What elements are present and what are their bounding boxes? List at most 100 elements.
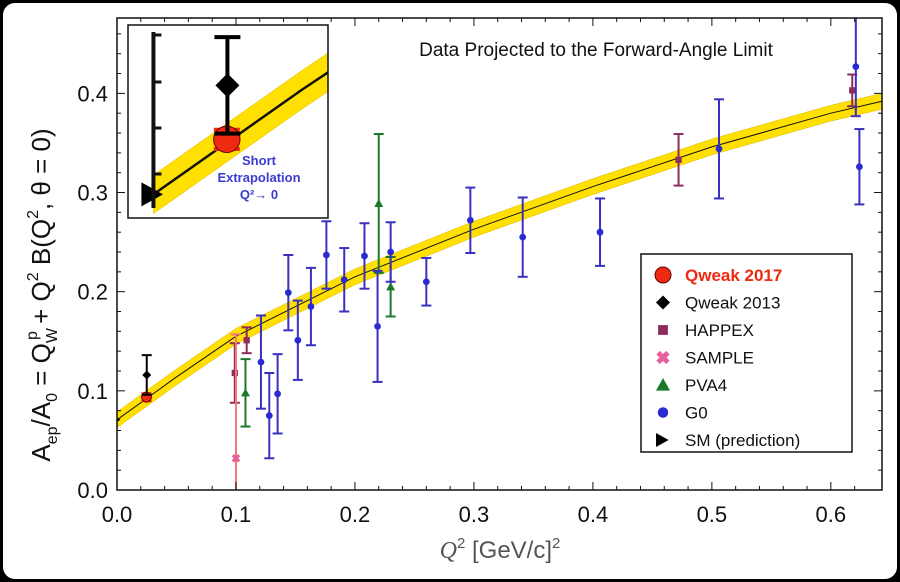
data-point-g0 [372, 269, 383, 383]
marker [544, 122, 562, 140]
marker [519, 233, 527, 241]
y-tick-label: 0.0 [77, 478, 108, 503]
marker [294, 336, 302, 344]
x-tick-label: 0.1 [221, 502, 252, 527]
marker [340, 276, 348, 284]
x-tick-label: 0.0 [102, 502, 133, 527]
data-point-happex [241, 326, 252, 355]
legend-item-qweak-2017: Qweak 2017 [654, 266, 782, 285]
data-point-g0 [623, 0, 649, 13]
y-tick-label: 0.3 [77, 181, 108, 206]
marker [265, 412, 273, 420]
legend-item-sm-prediction-: SM (prediction) [656, 431, 800, 450]
data-point-qweak-2013 [214, 35, 241, 136]
data-point-g0 [421, 256, 432, 307]
marker [715, 145, 723, 153]
legend-marker [656, 378, 670, 391]
x-tick-label: 0.4 [578, 502, 609, 527]
marker [422, 278, 430, 286]
legend-item-g0: G0 [657, 404, 708, 423]
data-point-g0 [321, 220, 332, 290]
y-tick-label: 0.1 [77, 379, 108, 404]
data-point-g0 [305, 266, 316, 347]
marker [307, 303, 315, 310]
marker [596, 228, 604, 236]
legend-label: PVA4 [685, 376, 727, 395]
data-point-g0 [850, 18, 861, 118]
marker [257, 358, 265, 366]
marker [675, 156, 682, 163]
marker [849, 87, 856, 94]
legend-label: G0 [685, 404, 708, 423]
marker [468, 0, 485, 9]
marker [374, 323, 381, 330]
inset-annotation-line: Q²→ 0 [240, 187, 278, 202]
marker [323, 251, 330, 259]
marker [438, 72, 455, 89]
marker [142, 370, 152, 380]
x-tick-label: 0.2 [340, 502, 371, 527]
data-point-happex [433, 8, 459, 153]
x-tick-label: 0.6 [816, 502, 847, 527]
data-point-pva4 [460, 47, 486, 211]
marker [231, 454, 241, 463]
marker [117, 417, 121, 422]
marker [594, 0, 612, 10]
data-point-g0 [359, 222, 370, 290]
legend-label: Qweak 2017 [685, 266, 782, 285]
y-tick-labels: 0.0 0.1 0.2 0.3 0.4 [77, 81, 108, 503]
marker [441, 280, 458, 297]
plot-area [141, 0, 649, 582]
data-point-g0 [854, 128, 865, 206]
marker [852, 63, 860, 70]
data-point-g0 [385, 221, 396, 283]
x-axis-label: Q2 [GeV/c]2 [440, 535, 561, 564]
data-point-g0 [339, 247, 350, 313]
legend-marker [656, 350, 670, 365]
y-axis-label: Aep/A0 = QWp + Q2 B(Q2, θ = 0) [24, 128, 61, 461]
data-point-g0 [498, 0, 524, 167]
legend-marker [654, 266, 672, 284]
legend-marker [656, 433, 669, 447]
data-point-g0 [292, 299, 303, 381]
main-plot [116, 17, 883, 491]
inset-annotation: Short Extrapolation Q²→ 0 [217, 153, 300, 202]
chart-title: Data Projected to the Forward-Angle Limi… [419, 40, 773, 61]
x-tick-label: 0.5 [697, 502, 728, 527]
plot-frame [116, 17, 883, 491]
legend-label: SAMPLE [685, 349, 754, 368]
marker [284, 289, 292, 297]
data-point-happex [673, 133, 684, 187]
fit-curve [117, 100, 882, 421]
marker [856, 163, 863, 171]
data-point-g0 [255, 314, 266, 410]
marker [231, 369, 238, 377]
data-point-sample [436, 0, 462, 582]
marker [461, 117, 485, 139]
data-point-g0 [517, 196, 528, 278]
legend-marker [656, 295, 670, 310]
data-point-g0 [272, 353, 283, 435]
x-tick-label: 0.3 [459, 502, 490, 527]
marker [274, 390, 281, 398]
legend-item-qweak-2013: Qweak 2013 [656, 294, 780, 313]
marker [466, 216, 474, 224]
data-point-happex [229, 342, 240, 404]
data-point-g0 [283, 253, 294, 332]
data-point-g0 [465, 186, 476, 255]
marker [240, 388, 250, 397]
marker [523, 175, 541, 193]
x-tick-labels: 0.0 0.1 0.2 0.3 0.4 0.5 0.6 [102, 502, 846, 527]
data-point-pva4 [240, 358, 251, 428]
legend: Qweak 2017 Qweak 2013 HAPPEX SAMPLE PVA4 G0 SM… [640, 253, 853, 453]
plot-area [117, 18, 882, 490]
legend-label: Qweak 2013 [685, 294, 780, 313]
inset-frame [127, 24, 329, 219]
legend-item-happex: HAPPEX [658, 321, 754, 340]
marker [215, 73, 240, 98]
legend-marker [658, 325, 668, 335]
inset-annotation-line: Extrapolation [217, 170, 300, 185]
marker [386, 282, 396, 291]
legend-marker [657, 407, 669, 418]
